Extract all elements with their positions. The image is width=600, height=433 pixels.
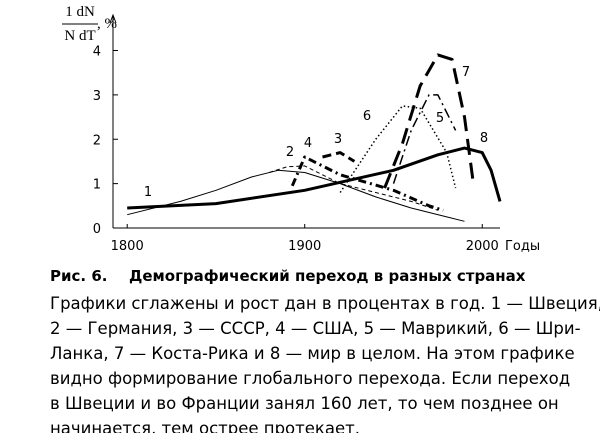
series-label: 1 [144, 185, 152, 200]
series-line [339, 105, 457, 193]
y-tick-label: 0 [93, 222, 101, 237]
series-label: 2 [286, 145, 294, 160]
y-tick-label: 2 [93, 133, 101, 148]
y-label-denominator: N dT [64, 28, 95, 44]
y-axis-arrow [109, 13, 117, 24]
series-line [127, 169, 465, 222]
series-line [322, 151, 356, 163]
series-line [392, 94, 457, 184]
series-line [383, 53, 475, 189]
series-label: 3 [334, 132, 342, 147]
y-label-unit: , % [97, 16, 117, 32]
body-text: Графики сглажены и рост дан в процентах … [50, 294, 600, 433]
y-tick-label: 1 [93, 178, 101, 193]
x-tick-label: 2000 [466, 239, 499, 254]
series-label: 4 [304, 136, 312, 151]
series-line [290, 155, 444, 212]
text-line: видно формирование глобального перехода.… [50, 369, 570, 388]
series-label: 5 [436, 111, 444, 126]
text-line: Графики сглажены и рост дан в процентах … [50, 294, 600, 313]
x-tick-label: 1800 [111, 239, 144, 254]
caption-title: Демографический переход в разных странах [129, 267, 526, 285]
text-line: 2 — Германия, 3 — СССР, 4 — США, 5 — Мав… [50, 319, 581, 338]
x-unit: Годы [505, 239, 540, 254]
caption-number: Рис. 6. [50, 267, 107, 285]
series-line [269, 165, 439, 211]
text-line: в Швеции и во Франции занял 160 лет, то … [50, 394, 559, 413]
text-line: Ланка, 7 — Коста-Рика и 8 — мир в целом.… [50, 344, 575, 363]
series-label: 6 [363, 109, 371, 124]
text-line: начинается, тем острее протекает. [50, 419, 360, 433]
series-label: 8 [480, 131, 488, 146]
x-tick-label: 1900 [288, 239, 321, 254]
plot: 0 1 2 3 4 1800 1900 2000 1 2 3 4 5 6 7 8 [93, 13, 502, 254]
y-tick-label: 4 [93, 45, 101, 60]
series-line [127, 146, 502, 210]
y-tick-label: 3 [93, 89, 101, 104]
y-label-numerator: 1 dN [65, 4, 95, 20]
series-label: 7 [462, 65, 470, 80]
